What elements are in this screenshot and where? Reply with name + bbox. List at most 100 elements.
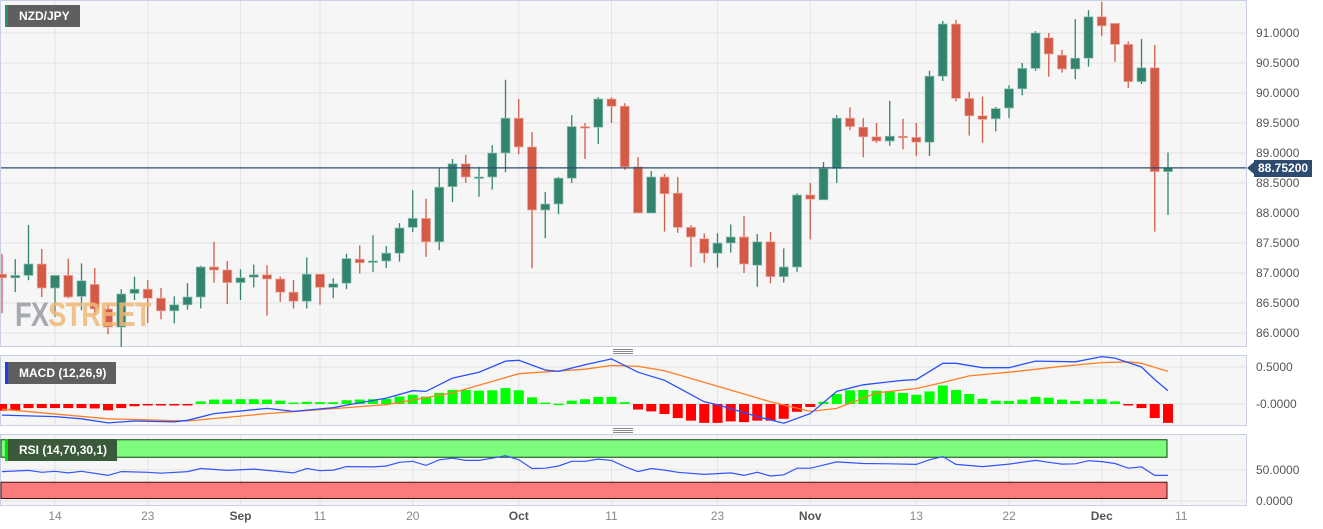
candle — [739, 216, 749, 273]
macd-histogram-bar — [831, 394, 842, 404]
candle-body — [129, 288, 140, 294]
price-tick-label: 89.0000 — [1256, 146, 1300, 160]
fxstreet-watermark-logo: FXSTREET — [15, 296, 151, 334]
macd-histogram-bar — [951, 389, 961, 404]
candle-body — [36, 263, 47, 289]
candle-body — [368, 260, 378, 263]
candle-body — [566, 126, 577, 179]
candle-body — [831, 117, 842, 169]
macd-histogram-bar — [116, 404, 127, 409]
last-price-tag: 88.75200 — [1246, 160, 1313, 177]
candle — [421, 198, 431, 257]
macd-histogram-bar — [1043, 397, 1054, 404]
macd-histogram-bar — [606, 396, 617, 404]
macd-histogram-bar — [129, 404, 140, 407]
candle-body — [328, 283, 339, 288]
candle-body — [23, 263, 34, 276]
candle — [50, 275, 60, 317]
price-tick-label: 90.0000 — [1256, 86, 1300, 100]
candle — [712, 233, 723, 268]
candle — [898, 118, 908, 150]
candle-body — [845, 117, 855, 127]
rsi-label[interactable]: RSI (14,70,30,1) — [5, 439, 118, 461]
candle — [182, 283, 193, 310]
date-tick-label: 11 — [1175, 509, 1188, 523]
candle-body — [553, 177, 564, 205]
candle — [23, 225, 34, 281]
candle-body — [672, 192, 683, 228]
candle — [990, 106, 1001, 132]
candle-body — [540, 203, 551, 211]
candle — [129, 276, 140, 300]
candle — [209, 241, 219, 283]
macd-histogram-bar — [341, 400, 352, 404]
macd-accent — [5, 362, 8, 384]
rsi-resize-handle[interactable] — [613, 428, 633, 433]
rsi-tick-label: 0.0000 — [1256, 494, 1293, 508]
macd-histogram-bar — [182, 404, 193, 406]
candle-body — [381, 252, 392, 262]
candle-body — [354, 258, 365, 264]
date-tick-label: Oct — [509, 509, 529, 523]
macd-resize-handle[interactable] — [613, 349, 633, 354]
macd-histogram-bar — [487, 390, 498, 404]
candle-body — [937, 23, 948, 77]
rsi-tick-label: 50.0000 — [1256, 463, 1300, 477]
candle — [1043, 33, 1054, 77]
candle — [1096, 1, 1107, 36]
macd-histogram-bar — [898, 392, 908, 404]
candle-body — [116, 293, 127, 328]
date-tick-label: Sep — [229, 509, 251, 523]
candle-body — [990, 108, 1001, 120]
macd-histogram-bar — [884, 391, 895, 404]
macd-histogram-bar — [725, 404, 736, 422]
candle — [659, 174, 670, 232]
axis-labels: 86.0000 86.5000 87.0000 87.5000 88.0000 88.50… — [48, 26, 1299, 523]
candle — [619, 103, 630, 170]
candle-body — [142, 288, 153, 299]
macd-histogram-bar — [195, 401, 206, 404]
price-tick-label: 86.0000 — [1256, 326, 1300, 340]
date-tick-label: 22 — [1002, 509, 1016, 523]
macd-histogram-bar — [527, 397, 537, 404]
price-tick-label: 89.5000 — [1256, 116, 1300, 130]
symbol-label: NZD/JPY — [5, 5, 80, 27]
candle — [1083, 10, 1094, 67]
macd-histogram-bar — [381, 398, 392, 404]
candle — [858, 118, 869, 158]
candle-body — [686, 227, 696, 238]
candle — [169, 296, 180, 324]
macd-histogram-bar — [871, 390, 882, 404]
candle-body — [527, 146, 537, 211]
macd-histogram-bar — [434, 392, 445, 404]
macd-histogram-bar — [911, 394, 922, 404]
candle — [951, 19, 961, 102]
macd-histogram-bar — [394, 396, 405, 404]
candle-body — [619, 105, 630, 168]
candle-body — [1149, 67, 1160, 172]
candle-body — [407, 218, 418, 228]
macd-histogram-bar — [513, 390, 524, 404]
candle-body — [235, 277, 246, 283]
candle-body — [911, 137, 922, 143]
candle — [686, 225, 696, 267]
candle — [434, 168, 445, 251]
macd-histogram-bar — [778, 404, 789, 419]
macd-histogram-bar — [222, 399, 233, 404]
macd-label[interactable]: MACD (12,26,9) — [5, 362, 117, 384]
date-tick-label: Dec — [1091, 509, 1113, 523]
candle-body — [765, 241, 776, 277]
macd-histogram-bar — [1110, 401, 1120, 404]
candle-body — [341, 258, 352, 284]
macd-histogram-bar — [89, 404, 100, 409]
macd-histogram-bar — [937, 385, 948, 404]
candle-body — [474, 176, 484, 179]
candle-body — [633, 166, 643, 214]
candle-body — [884, 135, 895, 142]
candle — [235, 269, 246, 300]
candle — [10, 259, 21, 293]
candle-body — [593, 98, 604, 128]
macd-histogram-bar — [460, 389, 471, 404]
macd-histogram-bar — [540, 402, 551, 405]
